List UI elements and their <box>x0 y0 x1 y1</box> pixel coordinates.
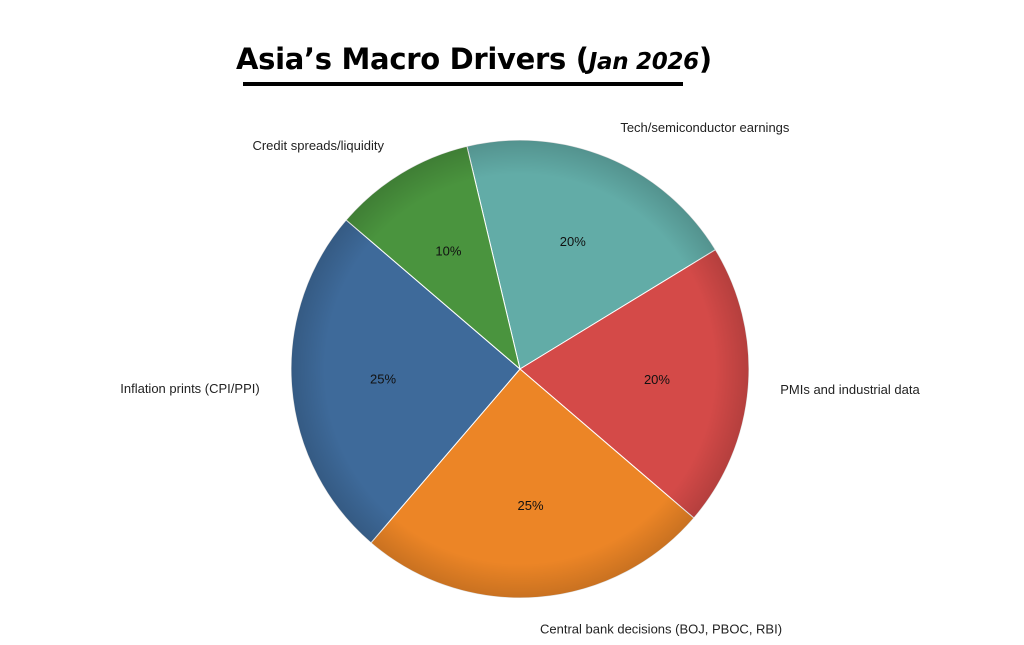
slice-category-label: Inflation prints (CPI/PPI) <box>120 381 259 396</box>
slice-category-label: Credit spreads/liquidity <box>252 138 384 153</box>
slice-percent-label: 20% <box>560 234 586 249</box>
title-close: ) <box>698 42 712 76</box>
slice-category-label: Central bank decisions (BOJ, PBOC, RBI) <box>540 621 782 636</box>
slice-percent-label: 20% <box>644 372 670 387</box>
title-date: Jan 2026 <box>588 49 699 75</box>
slice-percent-label: 25% <box>518 498 544 513</box>
slice-percent-label: 10% <box>435 244 461 259</box>
slice-percent-label: 25% <box>370 372 396 387</box>
slice-category-label: Tech/semiconductor earnings <box>620 120 790 135</box>
title-underline <box>243 82 683 86</box>
chart-title: Asia’s Macro Drivers (Jan 2026) <box>236 42 712 76</box>
pie-shading <box>291 140 749 598</box>
title-main: Asia’s Macro Drivers ( <box>236 42 589 76</box>
slice-category-label: PMIs and industrial data <box>780 382 920 397</box>
